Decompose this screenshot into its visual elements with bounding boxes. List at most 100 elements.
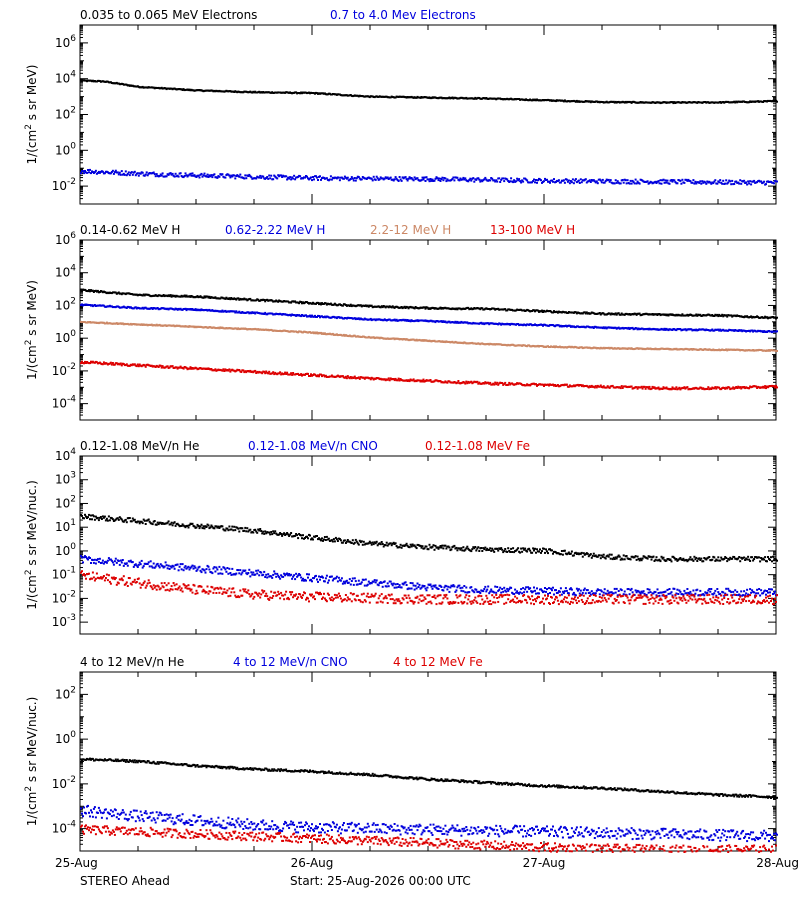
- data-point: [178, 366, 181, 369]
- data-point: [117, 518, 120, 521]
- data-point: [319, 302, 321, 305]
- data-point: [120, 518, 123, 521]
- data-point: [394, 176, 397, 179]
- data-point: [620, 312, 623, 315]
- data-point: [210, 368, 213, 370]
- data-point: [182, 367, 185, 370]
- data-point: [776, 180, 778, 183]
- data-point: [185, 174, 188, 177]
- data-point: [174, 172, 177, 175]
- panel-3-legend-entry: 0.12-1.08 MeV Fe: [425, 439, 530, 453]
- data-point: [750, 183, 753, 186]
- data-point: [94, 169, 97, 172]
- data-point: [299, 175, 302, 178]
- data-point: [207, 176, 210, 178]
- data-point: [118, 516, 121, 519]
- data-point: [231, 175, 234, 178]
- data-point: [476, 380, 479, 383]
- data-point: [130, 171, 133, 174]
- data-point: [718, 386, 721, 389]
- data-point: [317, 301, 319, 304]
- data-point: [120, 364, 123, 367]
- data-point: [467, 306, 470, 309]
- data-point: [238, 369, 241, 371]
- data-point: [714, 386, 717, 389]
- data-point: [94, 515, 97, 518]
- data-point: [535, 383, 537, 386]
- data-point: [196, 295, 199, 298]
- data-point: [706, 388, 709, 390]
- data-point: [281, 176, 284, 178]
- data-point: [731, 387, 734, 390]
- data-point: [567, 385, 570, 388]
- data-point: [161, 172, 164, 175]
- data-point: [716, 313, 719, 316]
- data-point: [587, 386, 590, 389]
- data-point: [300, 301, 303, 303]
- data-point: [571, 178, 574, 181]
- y-tick-label: 102: [55, 494, 76, 510]
- data-point: [466, 382, 469, 385]
- data-point: [221, 525, 224, 528]
- data-point: [531, 181, 534, 184]
- data-point: [376, 177, 379, 180]
- data-point: [457, 380, 460, 382]
- data-point: [288, 177, 291, 180]
- data-point: [630, 182, 633, 185]
- data-point: [341, 375, 344, 378]
- data-point: [405, 178, 408, 181]
- data-point: [446, 178, 449, 181]
- data-point: [126, 172, 129, 175]
- data-point: [453, 179, 456, 182]
- data-point: [111, 518, 114, 521]
- data-point: [182, 176, 185, 179]
- data-point: [680, 314, 683, 317]
- data-point: [393, 178, 396, 181]
- data-point: [599, 384, 602, 387]
- data-point: [311, 179, 313, 182]
- data-point: [678, 386, 681, 389]
- data-point: [286, 371, 289, 374]
- data-point: [594, 385, 597, 388]
- data-point: [599, 179, 602, 182]
- data-point: [400, 179, 403, 182]
- data-point: [535, 179, 537, 181]
- data-point: [674, 181, 677, 184]
- data-point: [173, 521, 176, 524]
- data-point: [686, 386, 689, 389]
- data-point: [603, 181, 606, 184]
- data-point: [371, 179, 374, 182]
- data-point: [110, 171, 113, 173]
- data-point: [155, 523, 158, 526]
- data-point: [320, 303, 322, 306]
- data-point: [745, 181, 748, 184]
- data-point: [422, 378, 425, 381]
- data-point: [589, 386, 592, 388]
- data-point: [87, 516, 89, 519]
- data-point: [144, 523, 147, 525]
- data-point: [337, 176, 340, 179]
- data-point: [202, 296, 205, 299]
- data-point: [542, 311, 544, 313]
- data-point: [662, 386, 665, 389]
- data-point: [701, 180, 704, 183]
- data-point: [285, 373, 288, 375]
- data-point: [348, 305, 351, 307]
- data-point: [216, 176, 219, 179]
- data-point: [578, 182, 581, 184]
- data-point: [363, 377, 366, 380]
- data-point: [644, 387, 647, 390]
- data-point: [537, 309, 539, 312]
- data-point: [387, 377, 390, 380]
- data-point: [169, 172, 172, 175]
- data-point: [748, 182, 751, 185]
- data-point: [776, 386, 778, 389]
- y-axis-label: 1/(cm2 s sr MeV/nuc.): [24, 480, 39, 610]
- data-point: [577, 179, 580, 182]
- data-point: [112, 172, 115, 175]
- data-point: [589, 181, 592, 183]
- data-point: [552, 383, 554, 386]
- data-point: [166, 521, 169, 524]
- data-point: [122, 520, 125, 523]
- data-point: [258, 176, 261, 179]
